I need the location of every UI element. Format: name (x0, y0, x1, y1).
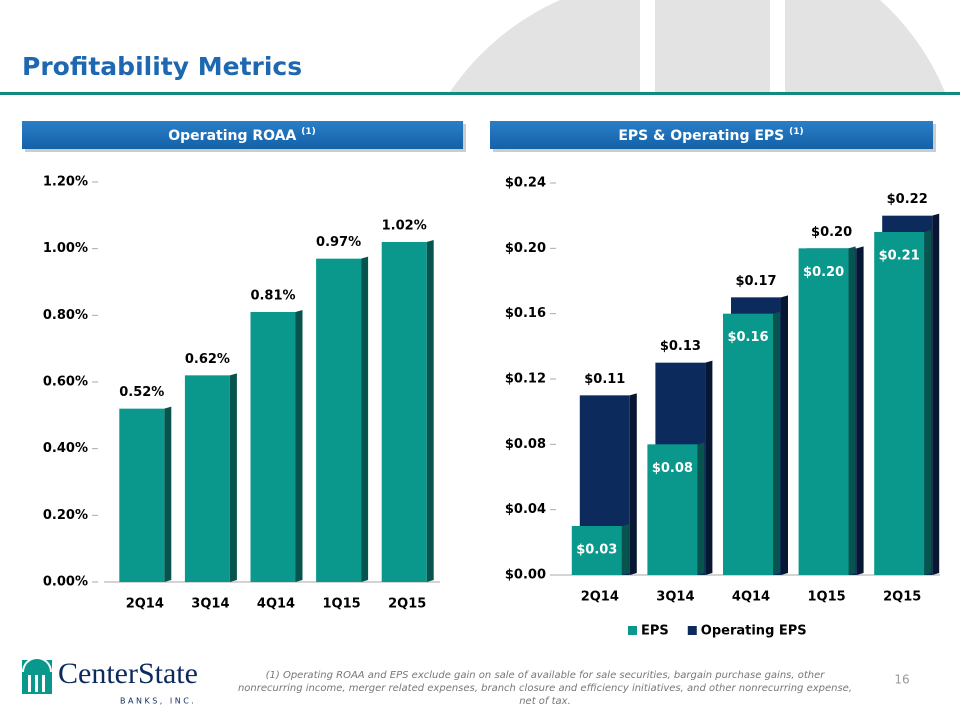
x-tick-label: 2Q14 (581, 590, 619, 605)
title-rule (0, 92, 960, 95)
bar-side (621, 524, 629, 575)
bar-side (229, 373, 237, 582)
y-tick-label: $0.04 (505, 502, 546, 517)
value-label: $0.16 (727, 330, 768, 345)
x-tick-label: 3Q14 (656, 590, 694, 605)
bar (798, 248, 849, 576)
panel-title-note: (1) (301, 127, 316, 137)
bar-side (705, 360, 713, 575)
bar-side (932, 213, 940, 575)
x-tick-label: 1Q15 (808, 590, 846, 605)
panel-header: Operating ROAA (1) (22, 121, 466, 152)
bar-side (164, 406, 172, 582)
y-tick-label: 0.40% (43, 441, 88, 456)
bar (723, 313, 773, 575)
bar-side (773, 311, 780, 575)
panel-title-text: EPS & Operating EPS (618, 128, 784, 144)
legend-label: Operating EPS (701, 624, 807, 639)
value-label: $0.03 (576, 543, 617, 558)
bar (119, 408, 165, 582)
page-number: 16 (894, 673, 909, 687)
x-tick-label: 2Q15 (883, 590, 921, 605)
bar (381, 242, 427, 582)
bar (571, 526, 622, 575)
value-label: $0.22 (887, 192, 928, 207)
bar (647, 444, 698, 575)
panel-header: EPS & Operating EPS (1) (490, 121, 936, 152)
y-tick-label: $0.00 (505, 568, 546, 583)
value-label: $0.08 (652, 461, 693, 476)
x-tick-label: 1Q15 (323, 597, 361, 612)
y-tick-label: $0.24 (505, 176, 546, 191)
value-label: 0.97% (316, 235, 361, 250)
value-label: 0.81% (250, 289, 295, 304)
value-label: $0.17 (735, 274, 776, 289)
bar-side (856, 246, 864, 576)
bar-side (361, 256, 369, 582)
bar (250, 312, 296, 582)
legend-swatch (628, 626, 637, 635)
bar (184, 375, 230, 582)
bar (316, 258, 362, 582)
bar-side (781, 295, 788, 575)
y-tick-label: $0.08 (505, 437, 546, 452)
value-label: $0.20 (811, 225, 852, 240)
legend-swatch (687, 626, 697, 635)
bar (874, 232, 925, 575)
panel-title: Operating ROAA (1) (168, 127, 315, 145)
logo-tagline: BANKS, INC. (120, 697, 196, 706)
panel-title-note: (1) (789, 127, 804, 137)
x-tick-label: 2Q14 (126, 597, 164, 612)
slide-title: Profitability Metrics (22, 52, 302, 81)
x-tick-label: 3Q14 (191, 597, 229, 612)
y-tick-label: $0.12 (505, 372, 546, 387)
watermark (450, 0, 945, 92)
logo: CenterState BANKS, INC. (22, 657, 198, 706)
bar-side (295, 310, 303, 582)
value-label: $0.21 (879, 249, 920, 264)
y-tick-label: $0.20 (505, 241, 546, 256)
panel-title: EPS & Operating EPS (1) (618, 127, 803, 145)
y-tick-label: $0.16 (505, 306, 546, 321)
bar-side (697, 442, 705, 575)
value-label: $0.20 (803, 265, 844, 280)
x-tick-label: 4Q14 (732, 590, 770, 605)
x-tick-label: 2Q15 (388, 597, 426, 612)
value-label: 0.52% (119, 385, 164, 400)
bar-side (924, 230, 932, 575)
bar-side (426, 240, 434, 582)
footnote: (1) Operating ROAA and EPS exclude gain … (237, 670, 853, 707)
x-tick-label: 4Q14 (257, 597, 295, 612)
y-tick-label: 0.60% (43, 375, 88, 390)
value-label: $0.11 (584, 372, 625, 387)
y-tick-label: 0.20% (43, 508, 88, 523)
y-tick-label: 1.20% (43, 175, 88, 190)
value-label: $0.13 (660, 339, 701, 354)
bar-side (629, 393, 637, 575)
y-tick-label: 0.80% (43, 308, 88, 323)
y-tick-label: 0.00% (43, 575, 88, 590)
logo-name: CenterState (58, 657, 198, 690)
legend-label: EPS (641, 624, 669, 639)
bar-side (848, 246, 856, 576)
panel-title-text: Operating ROAA (168, 128, 296, 144)
y-tick-label: 1.00% (43, 241, 88, 256)
value-label: 0.62% (185, 352, 230, 367)
value-label: 1.02% (382, 219, 427, 234)
